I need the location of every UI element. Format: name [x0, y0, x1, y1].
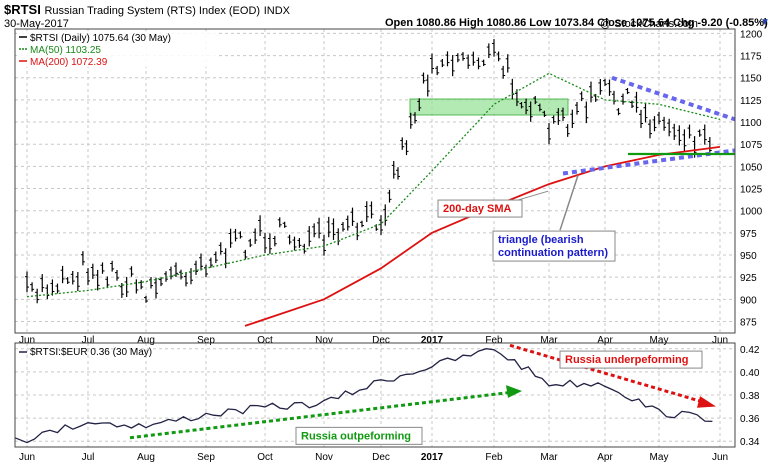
sub-xtick-label: 2017: [421, 452, 444, 463]
sub-xtick-label: Oct: [257, 452, 273, 463]
sub-xtick-label: Jul: [82, 452, 95, 463]
underperform-arrow: [509, 343, 704, 404]
sub-xtick-label: Jun: [19, 452, 35, 463]
sub-xtick-label: Sep: [197, 452, 215, 463]
main-panel-frame: [14, 28, 736, 334]
ohlc-readout: Open 1080.86 High 1080.86 Low 1073.84 Cl…: [385, 17, 768, 29]
legend-item: $RTSI (Daily) 1075.64 (30 May): [30, 33, 171, 44]
main-ytick-label: 1150: [740, 74, 762, 85]
main-xtick-label: 2017: [421, 335, 444, 346]
support-zone-box: [409, 98, 569, 116]
main-xtick-label: Jul: [82, 335, 95, 346]
sub-xtick-label: Apr: [597, 452, 613, 463]
annotation-underperform-label: Russia underpeforming: [565, 354, 688, 366]
main-ytick-label: 975: [740, 229, 757, 240]
annotation-box: [437, 199, 523, 218]
legend-bg: [17, 31, 217, 67]
main-ytick-label: 1125: [740, 96, 762, 107]
sub-xtick-label: May: [650, 452, 669, 463]
watermark: @ StockCharts.com: [600, 18, 698, 30]
main-xtick-label: Feb: [485, 335, 503, 346]
main-ytick-label: 1050: [740, 162, 763, 173]
chart-date: 30-May-2017: [4, 18, 69, 30]
main-xtick-label: Jun: [19, 335, 35, 346]
legend-item: MA(50) 1103.25: [30, 45, 101, 56]
main-ytick-label: 900: [740, 295, 757, 306]
security-name: Russian Trading System (RTS) Index (EOD): [44, 5, 261, 17]
sub-ytick-label: 0.34: [740, 437, 760, 448]
main-xtick-label: Apr: [597, 335, 613, 346]
triangle-upper-line: [611, 75, 736, 122]
sub-panel-frame: [14, 342, 736, 448]
main-ytick-label: 1200: [740, 29, 763, 40]
ma50-line: [26, 72, 721, 298]
main-ytick-label: 950: [740, 251, 757, 262]
sub-xtick-label: Dec: [372, 452, 390, 463]
sub-xtick-label: Feb: [485, 452, 503, 463]
sub-xtick-label: Aug: [137, 452, 155, 463]
main-ytick-label: 1000: [740, 207, 763, 218]
sub-ytick-label: 0.42: [740, 345, 760, 356]
annotation-triangle-line2: continuation pattern): [498, 247, 608, 259]
main-ytick-label: 1025: [740, 185, 763, 196]
main-xtick-label: Nov: [315, 335, 333, 346]
annotation-triangle-line1: triangle (bearish: [498, 234, 584, 246]
annotation-sma-label: 200-day SMA: [443, 203, 512, 215]
main-ytick-label: 1100: [740, 118, 762, 129]
annotation-box: [559, 350, 703, 369]
sub-ytick-label: 0.38: [740, 391, 760, 402]
outperform-arrow: [129, 391, 509, 440]
main-ytick-label: 925: [740, 273, 757, 284]
legend-item: MA(200) 1072.39: [30, 57, 108, 68]
sub-xtick-label: Nov: [315, 452, 333, 463]
sub-ytick-label: 0.36: [740, 414, 760, 425]
annotation-outperform-label: Russia outpeforming: [301, 430, 411, 442]
main-xtick-label: Jun: [712, 335, 728, 346]
main-xtick-label: May: [650, 335, 669, 346]
annotation-box: [295, 426, 423, 445]
chevron-down-icon[interactable]: ▼: [760, 17, 770, 28]
underperform-arrowhead: [697, 396, 716, 408]
sub-legend-item: $RTSI:$EUR 0.36 (30 May): [30, 347, 152, 358]
sub-ytick-label: 0.40: [740, 368, 760, 379]
exchange: INDX: [263, 5, 290, 17]
annotation-box: [492, 230, 616, 262]
sub-xtick-label: Jun: [712, 452, 728, 463]
main-ytick-label: 875: [740, 317, 757, 328]
main-ytick-label: 1175: [740, 52, 762, 63]
symbol: $RTSI: [4, 2, 41, 17]
main-ytick-label: 1075: [740, 140, 763, 151]
main-xtick-label: Aug: [137, 335, 155, 346]
ratio-line: [14, 348, 713, 444]
main-xtick-label: Oct: [257, 335, 273, 346]
main-xtick-label: Mar: [540, 335, 558, 346]
main-xtick-label: Sep: [197, 335, 215, 346]
annotation-pointer: [559, 175, 579, 231]
outperform-arrowhead: [506, 385, 522, 398]
main-xtick-label: Dec: [372, 335, 390, 346]
sub-xtick-label: Mar: [540, 452, 558, 463]
